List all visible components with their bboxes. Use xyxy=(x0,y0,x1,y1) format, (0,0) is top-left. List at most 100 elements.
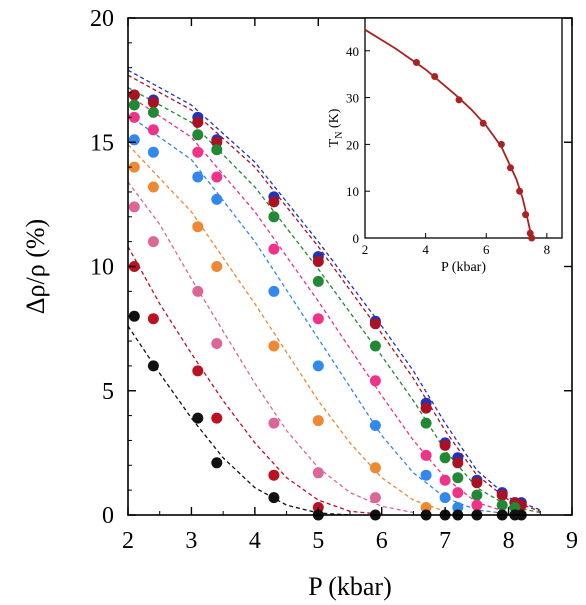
data-point-s8-3 xyxy=(211,457,223,469)
inset-y-tick-label-0: 0 xyxy=(353,231,360,246)
inset-point-2 xyxy=(455,96,463,104)
data-point-s1-10 xyxy=(471,477,483,489)
x-tick-label-5: 7 xyxy=(439,528,451,554)
fit-curve-7 xyxy=(127,246,382,515)
inset-frame xyxy=(364,17,563,239)
data-point-s1-6 xyxy=(369,318,381,330)
fit-curve-0 xyxy=(127,69,541,511)
x-tick-label-1: 3 xyxy=(185,528,197,554)
data-point-s3-9 xyxy=(452,487,464,499)
data-point-s2-7 xyxy=(420,417,432,429)
data-point-s5-5 xyxy=(312,415,324,427)
data-point-s1-8 xyxy=(439,439,451,451)
data-point-s8-0 xyxy=(128,310,140,322)
fit-curve-5 xyxy=(127,144,446,512)
data-point-s3-1 xyxy=(147,124,159,136)
inset-point-5 xyxy=(507,164,514,172)
data-point-s5-2 xyxy=(192,221,204,233)
data-point-s2-3 xyxy=(211,144,223,156)
data-point-s2-6 xyxy=(369,340,381,352)
data-point-s4-4 xyxy=(268,285,280,297)
y-axis-label: Δρ/ρ (%) xyxy=(21,219,50,314)
data-point-s6-1 xyxy=(147,236,159,248)
data-point-s6-5 xyxy=(312,467,324,479)
data-point-s8-2 xyxy=(192,412,204,424)
data-point-s6-4 xyxy=(268,417,280,429)
data-point-s1-7 xyxy=(420,402,432,414)
inset-point-0 xyxy=(413,59,420,66)
data-point-s4-0 xyxy=(128,134,140,146)
data-point-s3-4 xyxy=(268,243,280,255)
data-point-s4-6 xyxy=(369,420,381,431)
inset-x-axis-label: P (kbar) xyxy=(441,260,486,275)
inset-y-axis-label: TN (K) xyxy=(327,108,345,147)
inset-point-6 xyxy=(516,187,524,195)
data-point-s3-2 xyxy=(192,146,204,158)
data-point-s1-2 xyxy=(192,116,204,128)
data-point-s1-11 xyxy=(496,489,508,501)
data-point-s6-6 xyxy=(369,492,381,504)
inset-y-tick-label-4: 40 xyxy=(346,44,359,59)
data-point-s2-8 xyxy=(439,452,451,464)
y-tick-label-4: 20 xyxy=(90,6,114,32)
data-point-s1-0 xyxy=(128,89,140,101)
data-point-s2-5 xyxy=(312,275,324,287)
inset-x-tick-label-1: 4 xyxy=(422,242,429,257)
data-point-s2-0 xyxy=(128,99,140,111)
fit-curve-8 xyxy=(127,325,351,516)
data-point-s6-3 xyxy=(211,338,223,349)
data-point-s1-5 xyxy=(312,256,324,267)
inset-point-4 xyxy=(497,140,505,148)
data-point-s3-5 xyxy=(312,313,324,325)
data-point-s8-1 xyxy=(147,360,159,372)
x-tick-label-7: 9 xyxy=(566,528,578,554)
data-point-s5-1 xyxy=(147,181,159,193)
data-point-s2-2 xyxy=(192,129,204,141)
data-point-s5-6 xyxy=(369,462,381,474)
inset-point-7 xyxy=(522,211,530,219)
y-tick-label-1: 5 xyxy=(102,379,114,405)
data-point-s4-1 xyxy=(147,146,159,158)
data-point-s2-10 xyxy=(471,489,483,501)
fit-curve-2 xyxy=(127,87,541,514)
inset-point-1 xyxy=(431,73,439,80)
data-point-s2-11 xyxy=(496,499,508,511)
data-point-s1-4 xyxy=(268,196,280,208)
data-point-s2-1 xyxy=(147,106,159,118)
x-tick-label-3: 5 xyxy=(312,528,324,554)
data-point-s5-4 xyxy=(268,340,280,352)
y-tick-label-0: 0 xyxy=(102,503,114,529)
inset-point-3 xyxy=(479,119,487,127)
data-point-s4-3 xyxy=(211,193,223,205)
inset-y-tick-label-1: 10 xyxy=(346,184,359,199)
y-tick-label-2: 10 xyxy=(90,255,114,281)
inset-x-tick-label-3: 8 xyxy=(544,242,551,257)
inset-x-tick-label-2: 6 xyxy=(483,242,490,257)
inset-curve xyxy=(364,28,533,239)
data-point-s3-8 xyxy=(439,474,451,486)
data-point-s6-0 xyxy=(128,201,140,213)
x-tick-label-2: 4 xyxy=(249,528,261,554)
data-point-s3-10 xyxy=(471,499,483,511)
fit-curve-3 xyxy=(127,94,509,514)
data-point-s3-6 xyxy=(369,375,381,387)
data-point-s4-8 xyxy=(439,492,451,504)
inset-y-tick-label-2: 20 xyxy=(346,137,359,152)
data-point-s1-9 xyxy=(452,457,464,469)
data-point-s7-4 xyxy=(268,469,280,481)
fit-curve-1 xyxy=(127,74,541,512)
data-point-s1-1 xyxy=(147,97,159,108)
inset-y-tick-label-3: 30 xyxy=(346,91,359,106)
data-point-s5-0 xyxy=(128,161,140,173)
x-axis-label: P (kbar) xyxy=(308,572,392,601)
inset-point-9 xyxy=(528,234,536,242)
x-tick-label-6: 8 xyxy=(503,528,515,554)
x-tick-label-0: 2 xyxy=(122,528,134,554)
data-point-s3-3 xyxy=(211,171,223,183)
data-point-s4-2 xyxy=(192,171,204,183)
data-point-s3-0 xyxy=(128,111,140,123)
data-point-s4-7 xyxy=(420,469,432,481)
data-point-s4-5 xyxy=(312,360,324,372)
data-point-s6-2 xyxy=(192,285,204,297)
